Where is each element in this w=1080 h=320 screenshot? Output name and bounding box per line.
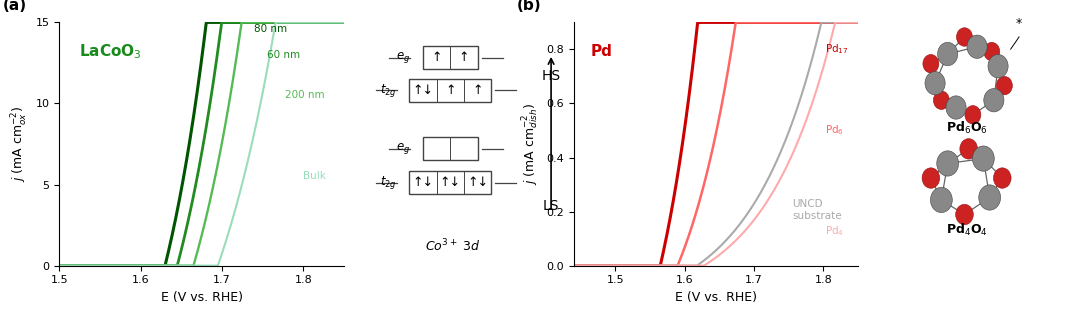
Text: Pd$_4$: Pd$_4$ xyxy=(825,224,843,238)
Text: 60 nm: 60 nm xyxy=(267,50,300,60)
Text: (a): (a) xyxy=(2,0,27,13)
Text: $t_{2g}$: $t_{2g}$ xyxy=(380,174,396,191)
Text: Pd$_{17}$: Pd$_{17}$ xyxy=(825,43,848,56)
Circle shape xyxy=(957,28,972,46)
Bar xyxy=(423,137,477,160)
X-axis label: E (V vs. RHE): E (V vs. RHE) xyxy=(675,291,757,304)
Text: Bulk: Bulk xyxy=(303,172,326,181)
Text: Pd$_6$O$_6$: Pd$_6$O$_6$ xyxy=(946,120,987,136)
Circle shape xyxy=(984,42,1000,61)
Text: HS: HS xyxy=(541,69,561,83)
Circle shape xyxy=(960,139,977,159)
Bar xyxy=(423,46,477,69)
Text: LS: LS xyxy=(543,199,559,213)
Text: ↑: ↑ xyxy=(445,84,456,97)
Text: ↑: ↑ xyxy=(472,84,483,97)
Circle shape xyxy=(956,204,973,225)
Circle shape xyxy=(923,54,939,73)
Text: *: * xyxy=(1016,17,1022,30)
Text: $Co^{3+}$ $3d$: $Co^{3+}$ $3d$ xyxy=(424,238,481,255)
Text: UNCD
substrate: UNCD substrate xyxy=(792,199,841,221)
Circle shape xyxy=(984,89,1004,112)
Circle shape xyxy=(997,76,1012,95)
Circle shape xyxy=(967,35,987,58)
X-axis label: E (V vs. RHE): E (V vs. RHE) xyxy=(161,291,243,304)
Circle shape xyxy=(924,72,945,95)
Circle shape xyxy=(936,151,959,176)
Bar xyxy=(409,171,491,195)
Text: 80 nm: 80 nm xyxy=(255,24,287,34)
Text: ↑↓: ↑↓ xyxy=(413,84,433,97)
Circle shape xyxy=(988,54,1008,78)
Circle shape xyxy=(937,42,958,66)
Circle shape xyxy=(933,91,949,109)
Y-axis label: $j$ (mA cm$^{-2}_{dish}$): $j$ (mA cm$^{-2}_{dish}$) xyxy=(521,103,540,185)
Text: Pd$_6$: Pd$_6$ xyxy=(825,124,843,137)
Text: Pd: Pd xyxy=(591,44,612,60)
Circle shape xyxy=(964,106,981,124)
Circle shape xyxy=(946,96,967,119)
Text: ↑↓: ↑↓ xyxy=(467,176,488,189)
Text: Pd$_4$O$_4$: Pd$_4$O$_4$ xyxy=(946,222,987,238)
Circle shape xyxy=(972,146,995,171)
Text: $e_g$: $e_g$ xyxy=(396,141,410,156)
Circle shape xyxy=(994,168,1011,188)
Text: 200 nm: 200 nm xyxy=(284,90,324,100)
Text: ↑↓: ↑↓ xyxy=(413,176,433,189)
Circle shape xyxy=(922,168,940,188)
Text: $e_g$: $e_g$ xyxy=(396,50,410,65)
Text: (b): (b) xyxy=(516,0,541,13)
Text: $t_{2g}$: $t_{2g}$ xyxy=(380,82,396,99)
Text: LaCoO$_3$: LaCoO$_3$ xyxy=(79,43,141,61)
Text: ↑↓: ↑↓ xyxy=(440,176,461,189)
Circle shape xyxy=(978,185,1000,210)
Text: ↑: ↑ xyxy=(459,51,469,64)
Text: ↑: ↑ xyxy=(431,51,442,64)
Y-axis label: $j$ (mA cm$^{-2}_{ox}$): $j$ (mA cm$^{-2}_{ox}$) xyxy=(10,106,30,182)
Circle shape xyxy=(931,187,953,212)
Bar xyxy=(409,79,491,102)
